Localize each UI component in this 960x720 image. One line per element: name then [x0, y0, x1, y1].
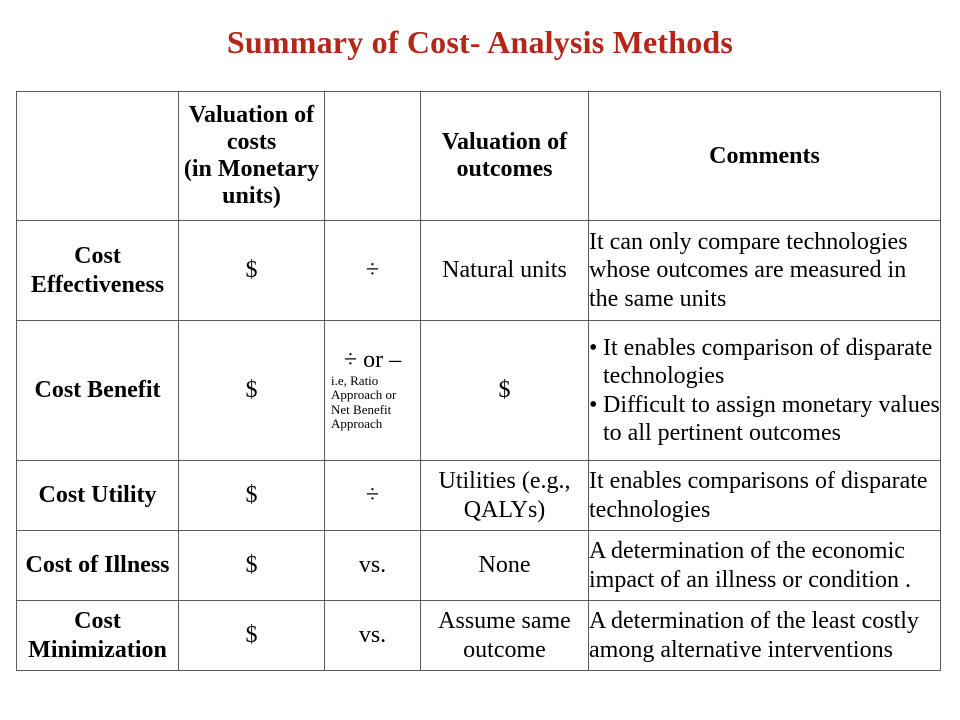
row-label-cost-effectiveness: CostEffectiveness — [17, 221, 179, 321]
cell-comment: It enables comparison of disparate techn… — [589, 321, 941, 461]
operator-main: ÷ or – — [344, 347, 401, 373]
col-header-comments: Comments — [589, 92, 941, 221]
cell-operator: vs. — [325, 531, 421, 601]
row-label-cost-utility: Cost Utility — [17, 461, 179, 531]
cell-comment: A determination of the least costly amon… — [589, 601, 941, 671]
table-row: CostEffectiveness $ ÷ Natural units It c… — [17, 221, 941, 321]
row-label-cost-of-illness: Cost of Illness — [17, 531, 179, 601]
cell-operator: ÷ — [325, 461, 421, 531]
col-header-operator — [325, 92, 421, 221]
bullet-item: Difficult to assign monetary values to a… — [589, 391, 940, 448]
cell-comment: It can only compare technologies whose o… — [589, 221, 941, 321]
cell-comment: A determination of the economic impact o… — [589, 531, 941, 601]
cell-outcome: Natural units — [421, 221, 589, 321]
cell-costs: $ — [179, 601, 325, 671]
cell-costs: $ — [179, 461, 325, 531]
cell-outcome: Utilities (e.g., QALYs) — [421, 461, 589, 531]
table-row: Cost Utility $ ÷ Utilities (e.g., QALYs)… — [17, 461, 941, 531]
table-row: Cost of Illness $ vs. None A determinati… — [17, 531, 941, 601]
cell-costs: $ — [179, 321, 325, 461]
cell-costs: $ — [179, 221, 325, 321]
col-header-costs: Valuation of costs(in Monetary units) — [179, 92, 325, 221]
cell-outcome: $ — [421, 321, 589, 461]
cell-operator: ÷ or – i.e, Ratio Approach or Net Benefi… — [325, 321, 421, 461]
cell-operator: vs. — [325, 601, 421, 671]
comment-bullets: It enables comparison of disparate techn… — [589, 334, 940, 447]
col-header-blank — [17, 92, 179, 221]
cell-costs: $ — [179, 531, 325, 601]
cell-comment: It enables comparisons of disparate tech… — [589, 461, 941, 531]
page-title: Summary of Cost- Analysis Methods — [16, 24, 944, 61]
table-row: CostMinimization $ vs. Assume same outco… — [17, 601, 941, 671]
cost-analysis-table: Valuation of costs(in Monetary units) Va… — [16, 91, 941, 671]
cell-outcome: None — [421, 531, 589, 601]
row-label-cost-minimization: CostMinimization — [17, 601, 179, 671]
cell-outcome: Assume same outcome — [421, 601, 589, 671]
bullet-item: It enables comparison of disparate techn… — [589, 334, 940, 391]
table-row: Cost Benefit $ ÷ or – i.e, Ratio Approac… — [17, 321, 941, 461]
row-label-cost-benefit: Cost Benefit — [17, 321, 179, 461]
table-header-row: Valuation of costs(in Monetary units) Va… — [17, 92, 941, 221]
col-header-outcomes: Valuation of outcomes — [421, 92, 589, 221]
operator-note: i.e, Ratio Approach or Net Benefit Appro… — [325, 374, 420, 434]
slide: Summary of Cost- Analysis Methods Valuat… — [0, 0, 960, 720]
cell-operator: ÷ — [325, 221, 421, 321]
